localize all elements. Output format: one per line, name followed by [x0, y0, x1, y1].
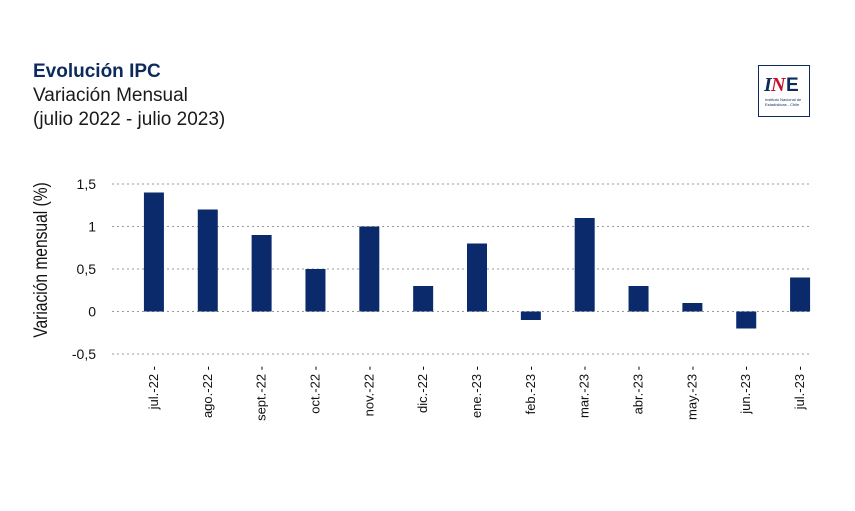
bar-sept.-22	[251, 235, 272, 312]
bar-feb.-23	[520, 311, 541, 320]
x-tick-label: jul.-23 -	[792, 366, 807, 410]
bar-jun.-23	[736, 311, 757, 329]
x-tick-label: oct.-22 -	[307, 366, 322, 414]
logo-letter-e: E	[786, 75, 799, 96]
x-tick-label: sept.-22 -	[254, 366, 269, 421]
bar-ago.-22	[197, 209, 218, 312]
y-tick-label: 0	[88, 304, 96, 320]
x-tick-label: ago.-22 -	[200, 366, 215, 418]
gridlines	[112, 183, 812, 355]
ine-logo: I N E Instituto Nacional de Estadísticas…	[758, 65, 810, 117]
bars	[143, 192, 811, 329]
bar-dic.-22	[413, 286, 434, 312]
y-tick-label: 1	[88, 219, 96, 235]
logo-text-line1: Instituto Nacional de	[765, 97, 802, 102]
chart-subtitle: Variación Mensual	[33, 85, 188, 106]
y-tick-labels: -0,5 0 0,5 1 1,5	[72, 176, 96, 362]
bar-nov.-22	[359, 226, 380, 312]
y-tick-label: 0,5	[77, 261, 97, 277]
x-tick-label: jun.-23 -	[738, 366, 753, 415]
bar-jul.-22	[143, 192, 164, 312]
bar-mar.-23	[574, 218, 595, 312]
x-tick-labels: jul.-22 - ago.-22 - sept.-22 - oct.-22 - nov…	[146, 366, 807, 421]
chart-header: Evolución IPC Variación Mensual (julio 2…	[33, 60, 225, 132]
chart-title: Evolución IPC	[33, 61, 161, 82]
bar-jul.-23	[790, 277, 811, 312]
bar-abr.-23	[628, 286, 649, 312]
bar-may.-23	[682, 303, 703, 312]
logo-letter-n: N	[770, 74, 787, 96]
bar-ene.-23	[467, 243, 487, 312]
x-tick-label: feb.-23 -	[523, 366, 538, 414]
x-tick-label: ene.-23 -	[469, 366, 484, 418]
x-tick-label: abr.-23 -	[631, 366, 646, 414]
y-tick-label: 1,5	[77, 176, 97, 192]
x-tick-label: dic.-22 -	[415, 366, 430, 413]
chart-period: (julio 2022 - julio 2023)	[33, 109, 226, 130]
x-tick-label: may.-23 -	[684, 366, 699, 420]
y-axis-label: Variación mensual (%)	[30, 182, 52, 337]
y-tick-label: -0,5	[72, 346, 96, 362]
bar-oct.-22	[305, 269, 326, 312]
x-tick-label: jul.-22 -	[146, 366, 161, 410]
logo-text-line2: Estadísticas - Chile	[765, 102, 800, 107]
x-tick-label: nov.-22 -	[361, 366, 376, 416]
logo-letter-i: I	[763, 74, 773, 96]
x-tick-label: mar.-23 -	[577, 366, 592, 418]
